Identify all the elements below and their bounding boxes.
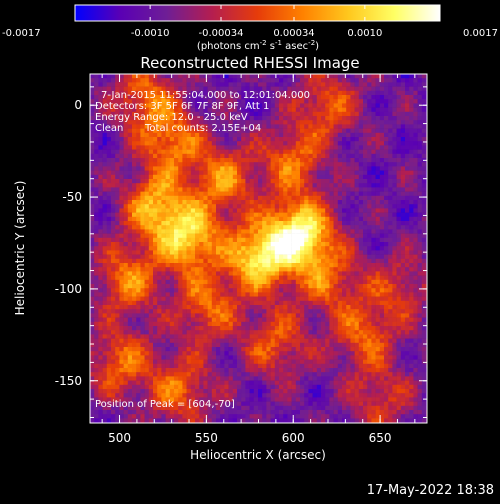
y-tick-label: -100 [55,282,82,296]
x-tick-label: 550 [195,431,218,445]
x-axis-label: Heliocentric X (arcsec) [190,448,326,462]
x-tick-label: 500 [108,431,131,445]
colorbar [75,5,440,21]
annotation-peak: Position of Peak = [604,-70] [95,399,235,410]
y-tick-label: -50 [62,190,82,204]
colorbar-tick-label: -0.0017 [2,28,41,39]
y-axis-label: Heliocentric Y (arcsec) [13,181,27,316]
colorbar-tick-label: 0.00034 [273,28,314,39]
chart-title: Reconstructed RHESSI Image [140,54,359,72]
annotation-detectors: Detectors: 3F 5F 6F 7F 8F 9F, Att 1 [95,101,269,112]
annotation-energy: Energy Range: 12.0 - 25.0 keV [95,112,248,123]
annotation-counts: Total counts: 2.15E+04 [144,123,261,134]
colorbar-tick-label: -0.00034 [199,28,244,39]
y-tick-label: 0 [74,98,82,112]
y-tick-label: -150 [55,374,82,388]
annotation-method: Clean [95,123,123,134]
colorbar-tick-label: 0.0010 [347,28,382,39]
x-tick-label: 600 [282,431,305,445]
colorbar-tick-label: 0.0017 [463,28,498,39]
colorbar-tick-label: -0.0010 [131,28,170,39]
annotation-time-range: 7-Jan-2015 11:55:04.000 to 12:01:04.000 [101,90,310,101]
x-tick-label: 650 [369,431,392,445]
colorbar-units: (photons cm-2 s-1 asec-2) [197,39,319,52]
footer-timestamp: 17-May-2022 18:38 [367,483,494,498]
